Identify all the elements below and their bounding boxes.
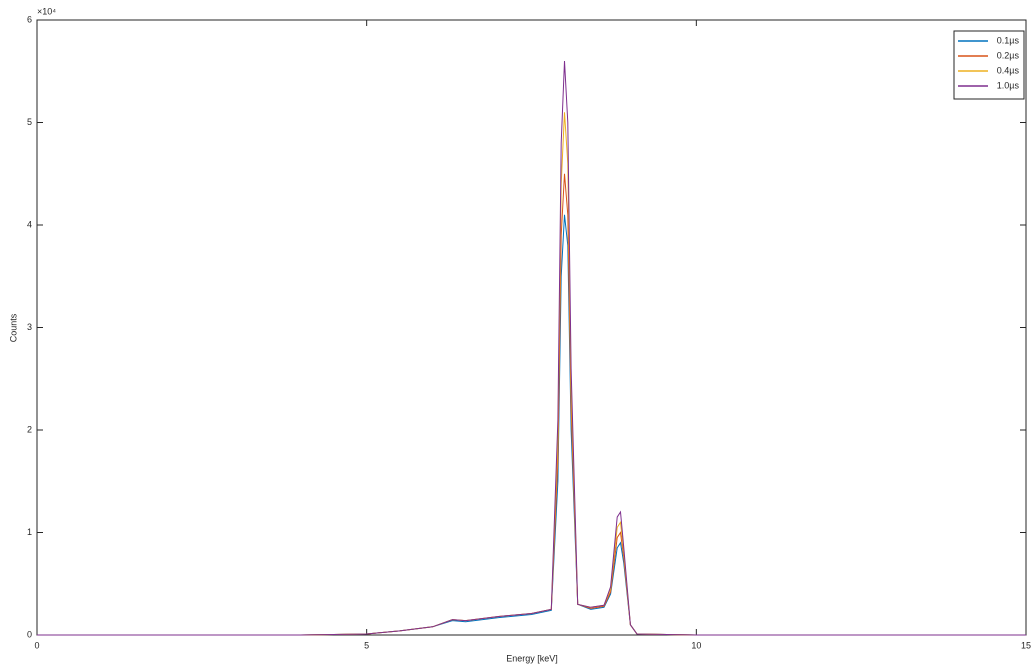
y-tick-label: 0 — [27, 629, 32, 639]
series-line — [37, 173, 1026, 636]
x-tick-label: 15 — [1021, 640, 1031, 650]
y-scale-label: ×10⁴ — [37, 6, 56, 16]
legend-box — [953, 30, 1025, 100]
series-line — [37, 112, 1026, 636]
legend-label: 1.0µs — [997, 80, 1020, 90]
y-tick-label: 5 — [27, 117, 32, 127]
series-line — [37, 60, 1026, 636]
series-line — [37, 214, 1026, 636]
x-axis-label: Energy [keV] — [506, 653, 558, 663]
plot-area — [36, 19, 1027, 636]
legend-label: 0.1µs — [997, 35, 1020, 45]
x-tick-label: 5 — [364, 640, 369, 650]
y-tick-label: 6 — [27, 14, 32, 24]
y-tick-label: 3 — [27, 322, 32, 332]
y-tick-label: 4 — [27, 219, 32, 229]
y-axis-label: Counts — [8, 313, 18, 342]
x-tick-label: 10 — [691, 640, 701, 650]
legend-label: 0.2µs — [997, 50, 1020, 60]
legend-label: 0.4µs — [997, 65, 1020, 75]
y-tick-label: 1 — [27, 527, 32, 537]
x-tick-label: 0 — [34, 640, 39, 650]
y-tick-label: 2 — [27, 424, 32, 434]
